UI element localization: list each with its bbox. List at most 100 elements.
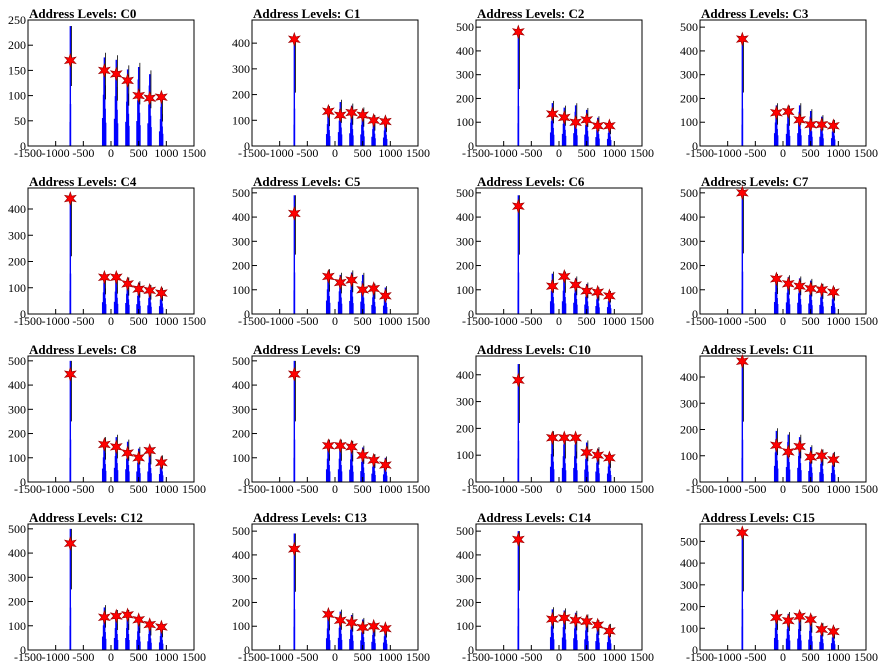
y-tick-label: 400 — [680, 44, 698, 58]
x-tick-label: -500 — [296, 146, 318, 160]
x-tick-label: -1000 — [714, 650, 742, 664]
histogram-panel: Address Levels: C10 0 100 200 300 400 -1500 -10… — [448, 336, 672, 504]
histogram-plot: 0 100 200 300 400 500 -1500 -1000 -500 0 500 1000 15… — [8, 354, 206, 496]
peak-marker — [793, 112, 806, 128]
x-tick-label: 0 — [780, 650, 786, 664]
x-tick-label: 1500 — [854, 650, 878, 664]
peak-marker — [321, 606, 335, 622]
peak-marker — [333, 612, 347, 628]
panel-title: Address Levels: C1 — [253, 6, 361, 21]
y-tick-label: 300 — [456, 395, 474, 409]
x-tick-label: 1500 — [406, 482, 430, 496]
x-axis: -1500 -1000 -500 0 500 1000 1500 — [686, 141, 878, 160]
x-tick-label: -500 — [72, 146, 94, 160]
histogram-panel: Address Levels: C1 0 100 200 300 400 -1500 -100… — [224, 0, 448, 168]
peak-marker — [735, 353, 749, 369]
x-tick-label: 500 — [802, 650, 820, 664]
y-tick-label: 0 — [20, 307, 26, 321]
peak-marker — [109, 269, 123, 285]
x-tick-label: 1500 — [854, 146, 878, 160]
peak-markers — [511, 198, 616, 304]
x-tick-label: 1000 — [602, 314, 626, 328]
x-tick-label: -500 — [744, 146, 766, 160]
y-tick-label: 100 — [680, 449, 698, 463]
x-tick-label: -1000 — [490, 650, 518, 664]
y-axis: 0 100 200 300 400 — [232, 36, 257, 153]
x-tick-label: 500 — [578, 482, 596, 496]
x-tick-label: 0 — [108, 146, 114, 160]
histogram-panel: Address Levels: C12 0 100 200 300 400 500 -1500… — [0, 504, 224, 672]
x-tick-label: -1000 — [490, 482, 518, 496]
x-tick-label: 0 — [556, 146, 562, 160]
y-tick-label: 100 — [680, 283, 698, 297]
x-tick-label: 1500 — [630, 314, 654, 328]
panel-title: Address Levels: C14 — [477, 510, 591, 525]
peak-marker — [557, 430, 571, 446]
x-axis: -1500 -1000 -500 0 500 1000 1500 — [238, 645, 430, 664]
peak-marker — [287, 541, 301, 557]
y-tick-label: 200 — [680, 91, 698, 105]
x-tick-label: -1500 — [462, 482, 490, 496]
peak-markers — [63, 535, 168, 635]
x-tick-label: 0 — [556, 482, 562, 496]
y-tick-label: 100 — [456, 115, 474, 129]
x-axis: -1500 -1000 -500 0 500 1000 1500 — [462, 645, 654, 664]
peak-marker — [132, 612, 146, 628]
peak-marker — [109, 608, 123, 624]
x-axis: -1500 -1000 -500 0 500 1000 1500 — [686, 309, 878, 328]
y-tick-label: 0 — [468, 643, 474, 657]
y-tick-label: 400 — [456, 44, 474, 58]
x-tick-label: 1500 — [630, 482, 654, 496]
peak-marker — [287, 31, 301, 47]
y-tick-label: 100 — [8, 89, 26, 103]
plot-frame — [699, 187, 867, 315]
y-tick-label: 200 — [232, 259, 250, 273]
y-tick-label: 200 — [8, 38, 26, 52]
y-tick-label: 300 — [456, 572, 474, 586]
x-tick-label: 1000 — [378, 482, 402, 496]
peak-marker — [378, 114, 392, 130]
peak-marker — [815, 117, 829, 133]
peak-marker — [109, 439, 123, 455]
y-tick-label: 0 — [244, 139, 250, 153]
y-axis: 0 100 200 300 400 500 — [456, 186, 481, 321]
x-axis: -1500 -1000 -500 0 500 1000 1500 — [238, 477, 430, 496]
peak-marker — [333, 275, 347, 290]
x-tick-label: 0 — [332, 314, 338, 328]
x-tick-label: 500 — [802, 146, 820, 160]
x-tick-label: 0 — [108, 314, 114, 328]
x-tick-label: -1000 — [266, 482, 294, 496]
peak-markers — [287, 31, 392, 130]
y-axis: 0 100 200 300 400 500 — [680, 186, 705, 321]
peak-marker — [132, 281, 146, 297]
plot-frame — [27, 355, 195, 483]
y-tick-label: 100 — [456, 283, 474, 297]
panel-title: Address Levels: C7 — [701, 174, 809, 189]
peak-markers — [511, 372, 616, 466]
x-tick-label: -500 — [744, 650, 766, 664]
x-tick-label: 0 — [556, 314, 562, 328]
peak-marker — [591, 284, 605, 300]
y-tick-label: 300 — [456, 234, 474, 248]
peak-marker — [97, 62, 111, 78]
peak-marker — [557, 610, 571, 626]
y-tick-label: 100 — [8, 281, 26, 295]
x-tick-label: -1000 — [42, 482, 70, 496]
x-tick-label: 1000 — [602, 146, 626, 160]
y-tick-label: 200 — [680, 259, 698, 273]
x-tick-label: 0 — [780, 314, 786, 328]
peak-marker — [781, 613, 795, 629]
histogram-panel: Address Levels: C7 0 100 200 300 400 500 -1500-… — [672, 168, 896, 336]
y-tick-label: 300 — [8, 402, 26, 416]
x-tick-label: 1000 — [154, 650, 178, 664]
x-tick-label: 1500 — [630, 650, 654, 664]
peak-marker — [557, 268, 571, 284]
y-tick-label: 200 — [8, 595, 26, 609]
x-tick-label: -500 — [520, 146, 542, 160]
x-tick-label: -1500 — [462, 650, 490, 664]
peak-marker — [602, 450, 616, 466]
peak-marker — [815, 621, 829, 637]
histogram-bars — [293, 195, 388, 314]
y-tick-label: 200 — [456, 91, 474, 105]
histogram-panel: Address Levels: C8 0 100 200 300 400 500 -1500-… — [0, 336, 224, 504]
